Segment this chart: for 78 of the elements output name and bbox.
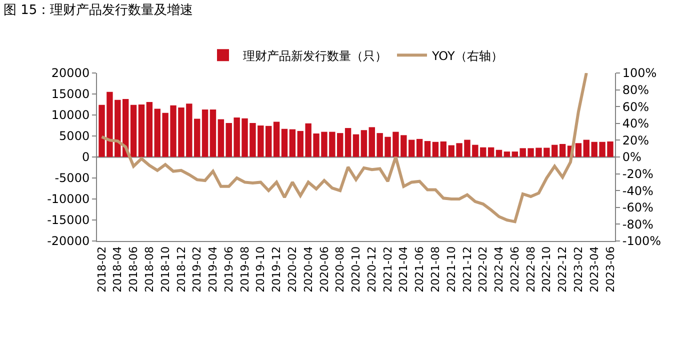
- chart-title: 图 15：理财产品发行数量及增速: [3, 3, 194, 18]
- line-series: [100, 73, 588, 224]
- x-tick-label: 2018-04: [111, 246, 124, 292]
- x-tick-label: 2018-08: [143, 246, 156, 292]
- y-tick-label: -10000: [47, 192, 90, 206]
- y-tick-label: -20000: [47, 234, 90, 248]
- y2-tick-label: -80%: [622, 217, 654, 232]
- y2-tick-label: 40%: [622, 116, 650, 131]
- y-tick-label: -5000: [54, 171, 90, 186]
- x-tick-label: 2020-06: [318, 246, 331, 292]
- y2-tick-label: 0%: [622, 150, 642, 164]
- bar: [281, 128, 288, 157]
- bar: [432, 142, 439, 157]
- bar: [575, 143, 582, 157]
- x-tick-label: 2022-02: [476, 246, 490, 292]
- x-tick-label: 2022-04: [492, 246, 506, 292]
- x-tick-label: 2021-06: [413, 246, 426, 292]
- bar: [146, 102, 153, 157]
- x-tick-label: 2018-02: [95, 246, 108, 292]
- x-tick-label: 2019-10: [254, 246, 268, 292]
- bar: [360, 130, 368, 157]
- bar: [504, 152, 510, 157]
- x-tick-label: 2023-02: [572, 246, 586, 292]
- bar: [210, 110, 216, 157]
- bar: [289, 129, 296, 157]
- x-tick-label: 2018-06: [127, 246, 140, 292]
- x-tick-label: 2018-10: [158, 246, 172, 292]
- y2-tick-label: -20%: [622, 167, 654, 181]
- bar: [138, 104, 145, 157]
- x-tick-label: 2023-06: [604, 246, 617, 292]
- bar: [273, 122, 280, 157]
- y2-tick-label: 60%: [622, 100, 650, 114]
- y-tick-label: 15000: [51, 87, 90, 102]
- y-tick-label: 20000: [51, 66, 90, 80]
- x-tick-label: 2019-08: [238, 246, 252, 292]
- y-tick-label: -15000: [47, 213, 90, 228]
- x-tick-label: 2022-06: [508, 246, 522, 292]
- legend-label: YOY（右轴）: [431, 48, 503, 63]
- legend-label: 理财产品新发行数量（只）: [243, 48, 387, 63]
- x-tick-label: 2019-02: [190, 246, 204, 292]
- x-tick-label: 2021-04: [397, 246, 410, 292]
- x-tick-label: 2020-04: [302, 246, 315, 292]
- bar: [424, 141, 431, 157]
- y-tick-label: 10000: [51, 108, 90, 122]
- x-tick-label: 2021-12: [460, 246, 474, 292]
- y2-tick-label: 100%: [622, 66, 657, 80]
- y2-tick-label: 20%: [622, 133, 650, 148]
- bar: [130, 104, 137, 157]
- x-tick-label: 2020-10: [350, 246, 363, 292]
- y2-tick-label: -40%: [622, 184, 654, 198]
- x-tick-label: 2019-04: [206, 246, 220, 292]
- y2-tick-label: 80%: [622, 83, 650, 97]
- x-tick-label: 2022-08: [524, 246, 538, 292]
- y2-tick-label: -100%: [622, 234, 662, 248]
- x-tick-label: 2021-02: [381, 246, 394, 292]
- bar: [344, 128, 352, 157]
- bar: [352, 134, 360, 157]
- bar: [202, 110, 208, 157]
- x-tick-label: 2019-12: [270, 246, 284, 292]
- bar: [583, 140, 590, 157]
- x-tick-label: 2020-08: [334, 246, 347, 292]
- x-tick-label: 2021-10: [444, 246, 458, 292]
- bar: [559, 144, 566, 157]
- y-tick-label: 5000: [59, 129, 90, 144]
- x-tick-label: 2020-02: [286, 246, 300, 292]
- x-tick-label: 2022-12: [556, 246, 570, 292]
- y2-tick-label: -60%: [622, 200, 654, 215]
- x-tick-label: 2022-10: [540, 246, 554, 292]
- x-tick-label: 2018-12: [174, 246, 188, 292]
- x-tick-label: 2019-06: [222, 246, 236, 292]
- bar: [488, 147, 494, 157]
- y-tick-label: 0: [82, 150, 90, 164]
- bar: [416, 138, 423, 157]
- bar: [496, 150, 502, 157]
- bar: [218, 119, 224, 157]
- x-tick-label: 2023-04: [588, 246, 601, 292]
- x-tick-label: 2020-12: [365, 246, 378, 292]
- x-tick-label: 2021-08: [429, 246, 442, 292]
